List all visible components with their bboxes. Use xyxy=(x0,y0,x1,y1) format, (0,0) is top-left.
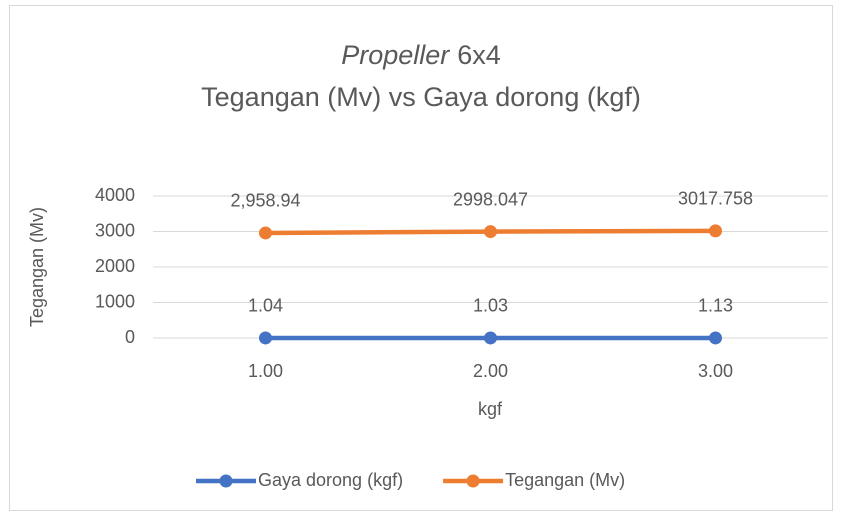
legend-label: Gaya dorong (kgf) xyxy=(258,470,403,490)
legend-marker xyxy=(466,474,480,488)
data-point xyxy=(259,226,272,240)
data-point xyxy=(709,331,722,345)
legend-label: Tegangan (Mv) xyxy=(505,470,625,490)
x-tick-label: 3.00 xyxy=(698,361,733,381)
x-tick-label: 1.00 xyxy=(248,361,283,381)
data-point xyxy=(484,225,497,239)
chart-frame xyxy=(9,5,833,511)
title-part: 6x4 xyxy=(457,40,501,70)
data-point xyxy=(484,331,497,345)
y-tick-label: 3000 xyxy=(95,220,135,240)
y-tick-label: 0 xyxy=(125,327,135,347)
legend-marker xyxy=(219,474,233,488)
data-label: 2998.047 xyxy=(453,189,528,209)
data-point xyxy=(259,331,272,345)
data-point xyxy=(709,224,722,238)
y-tick-label: 1000 xyxy=(95,291,135,311)
y-tick-label: 4000 xyxy=(95,185,135,205)
data-label: 1.03 xyxy=(473,296,508,316)
title-part: Tegangan (Mv) vs Gaya dorong (kgf) xyxy=(201,82,641,112)
y-axis-label: Tegangan (Mv) xyxy=(27,207,47,327)
data-label: 2,958.94 xyxy=(230,191,300,211)
chart-title: Propeller 6x4 xyxy=(341,40,501,70)
x-axis-label: kgf xyxy=(478,399,503,419)
y-tick-label: 2000 xyxy=(95,256,135,276)
title-part: Propeller xyxy=(341,40,450,70)
chart-title: Tegangan (Mv) vs Gaya dorong (kgf) xyxy=(201,82,641,112)
data-label: 1.13 xyxy=(698,296,733,316)
x-tick-label: 2.00 xyxy=(473,361,508,381)
data-label: 3017.758 xyxy=(678,189,753,209)
data-label: 1.04 xyxy=(248,296,283,316)
